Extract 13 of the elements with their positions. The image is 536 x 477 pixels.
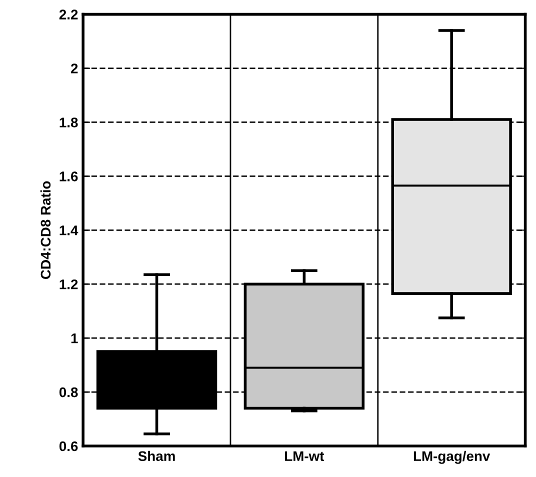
y-tick-label: 2 — [70, 64, 78, 74]
y-tick-label: 1.2 — [60, 279, 78, 290]
x-tick-label: Sham — [138, 450, 175, 462]
x-tick-label: LM-gag/env — [414, 450, 490, 464]
y-tick-label: 2.2 — [59, 10, 78, 20]
y-axis-title: CD4:CD8 Ratio — [40, 181, 51, 279]
y-tick-label: 1 — [71, 334, 78, 344]
y-tick-label: 1.6 — [60, 172, 78, 182]
x-tick-label: LM-wt — [285, 451, 324, 462]
y-tick-label: 1.8 — [60, 118, 78, 128]
y-tick-label: 0.8 — [59, 387, 78, 398]
y-tick-label: 1.4 — [60, 226, 78, 236]
y-tick-label: 0.6 — [59, 441, 78, 452]
